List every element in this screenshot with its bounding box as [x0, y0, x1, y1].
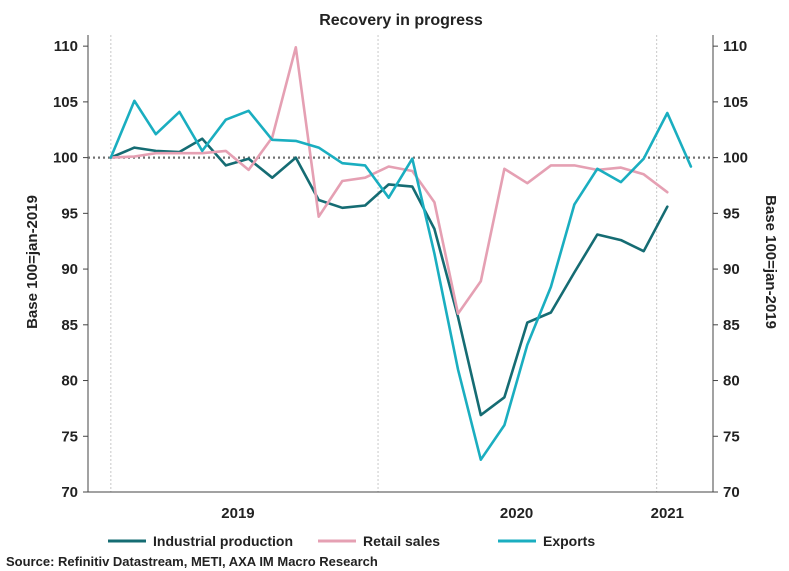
y-tick-label-left: 70 [61, 484, 78, 501]
y-tick-label-right: 75 [723, 428, 740, 445]
y-tick-label-left: 80 [61, 373, 78, 390]
y-axis-label-left: Base 100=jan-2019 [24, 195, 41, 329]
source-note: Source: Refinitiv Datastream, METI, AXA … [6, 554, 378, 569]
y-tick-label-left: 75 [61, 428, 78, 445]
x-tick-label: 2020 [500, 505, 533, 522]
y-axis-label-right: Base 100=jan-2019 [762, 195, 779, 329]
legend: Industrial production Retail sales Exports [108, 533, 595, 549]
y-tick-label-left: 105 [53, 94, 78, 111]
grid-layer [110, 35, 658, 492]
y-tick-label-left: 90 [61, 261, 78, 278]
series-line-industrial-production [109, 137, 669, 417]
y-tick-label-right: 100 [723, 150, 748, 167]
y-tick-label-left: 110 [54, 38, 78, 55]
y-tick-label-right: 90 [723, 261, 740, 278]
y-tick-label-left: 95 [61, 205, 78, 222]
chart-title: Recovery in progress [319, 12, 483, 29]
y-tick-label-left: 85 [61, 317, 78, 334]
y-tick-label-left: 100 [53, 150, 78, 167]
series-layer [88, 45, 713, 462]
legend-label-exports: Exports [543, 533, 595, 549]
x-tick-label: 2019 [221, 505, 254, 522]
y-tick-label-right: 70 [723, 484, 740, 501]
y-tick-label-right: 85 [723, 317, 740, 334]
y-tick-label-right: 110 [723, 38, 747, 55]
y-tick-label-right: 95 [723, 205, 740, 222]
axes-layer: 70 70 75 75 80 80 85 85 90 90 95 95 100 100 105 105 110 1… [53, 35, 748, 522]
series-line-retail-sales [109, 45, 669, 316]
y-tick-label-right: 80 [723, 373, 740, 390]
y-tick-label-right: 105 [723, 94, 748, 111]
legend-label-retail-sales: Retail sales [363, 533, 440, 549]
legend-label-industrial-production: Industrial production [153, 533, 293, 549]
x-tick-label: 2021 [651, 505, 684, 522]
series-line-exports [109, 99, 693, 462]
